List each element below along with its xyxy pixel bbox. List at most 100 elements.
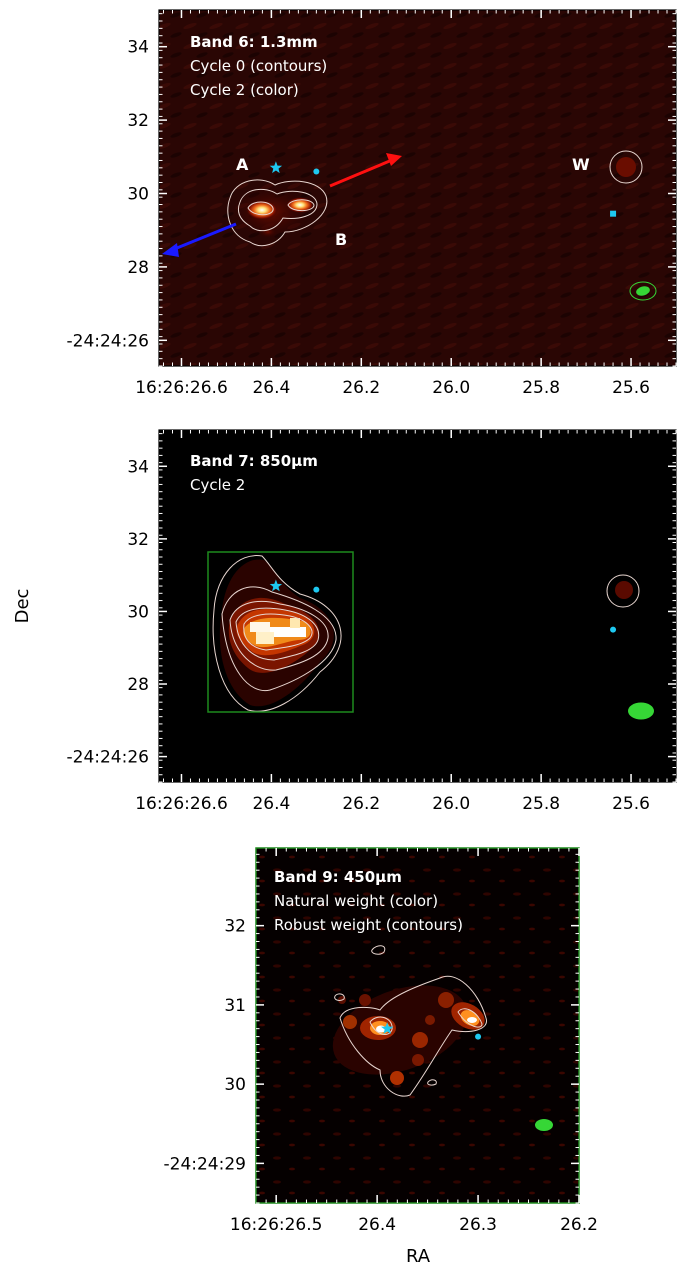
label-a: A <box>236 155 249 174</box>
source-a-star <box>269 161 283 174</box>
panel2-contour-w <box>606 574 640 608</box>
panel1-beam-outline <box>629 281 657 301</box>
panel2-beam <box>628 702 654 720</box>
panel2-tick-labels: -24:24:26 28 30 32 34 16:26:26.6 26.4 26.2 26.0 2… <box>67 457 650 814</box>
panel-band9: Band 9: 450μm Natural weight (color) Rob… <box>164 847 598 1235</box>
y-tick-label: 28 <box>127 675 149 695</box>
x-tick-label: 25.8 <box>522 378 560 398</box>
x-tick-label: 25.8 <box>522 794 560 814</box>
panel3-markers <box>381 1022 482 1040</box>
emission-a <box>246 200 278 220</box>
x-tick-label: 26.2 <box>342 794 380 814</box>
panel-band7: Band 7: 850μm Cycle 2 -24:24:26 28 30 32 34 1… <box>67 429 677 814</box>
label-b: B <box>335 230 347 249</box>
arrow-red <box>329 158 393 188</box>
arrow-blue <box>171 222 237 252</box>
panel1-title-line2: Cycle 0 (contours) <box>190 57 327 75</box>
panel-band6: A B W Band 6: 1.3mm Cycle 0 (contours) C… <box>67 9 677 398</box>
panel2-title: Band 7: 850μm Cycle 2 <box>190 452 318 494</box>
panel2-title-line2: Cycle 2 <box>190 476 245 494</box>
source-b-marker <box>313 168 320 175</box>
panel1-frame <box>158 9 677 367</box>
panel1-markers <box>269 161 617 217</box>
x-tick-label: 26.0 <box>432 378 470 398</box>
arrow-blue-head <box>162 243 179 257</box>
panel2-emission <box>219 559 633 707</box>
panel2-frame <box>158 429 677 783</box>
y-tick-label: 31 <box>224 996 246 1016</box>
panel1-title-line1: Band 6: 1.3mm <box>190 33 318 51</box>
panel2-zoom-box <box>207 551 354 713</box>
source-a-star <box>381 1022 394 1034</box>
label-w: W <box>572 155 590 174</box>
panel2-contour-5 <box>243 613 313 651</box>
source-w-marker <box>610 626 617 633</box>
x-tick-label: 16:26:26.6 <box>135 378 228 398</box>
panel1-contour-w <box>609 150 643 184</box>
panel3-contour-small <box>427 1079 437 1086</box>
panel2-markers <box>269 579 617 633</box>
x-tick-label: 26.0 <box>432 794 470 814</box>
x-axis-label: RA <box>406 1246 431 1267</box>
x-tick-label: 25.6 <box>612 378 650 398</box>
panel2-contour-4 <box>235 607 320 661</box>
y-tick-label: 32 <box>127 530 149 550</box>
x-tick-label: 26.4 <box>252 794 290 814</box>
x-tick-label: 26.4 <box>358 1215 396 1235</box>
panel3-contours <box>334 945 487 1097</box>
panel2-contour-1 <box>212 555 342 712</box>
panel2-contours <box>212 555 640 712</box>
y-tick-label: 30 <box>127 602 149 622</box>
source-b-marker <box>475 1033 482 1040</box>
panel3-beam <box>535 1119 553 1131</box>
panel1-contour-outer <box>227 179 328 247</box>
panel1-contour-inner-b <box>287 199 315 212</box>
y-tick-label: 32 <box>224 917 246 937</box>
panel3-tick-labels: -24:24:29 30 31 32 16:26:26.5 26.4 26.3 26.2 <box>164 917 598 1235</box>
y-tick-label: 30 <box>127 185 149 205</box>
x-tick-label: 26.2 <box>342 378 380 398</box>
source-w-marker <box>610 210 617 217</box>
panel3-contour-a <box>369 1016 393 1035</box>
panel2-contour-3 <box>229 600 329 671</box>
arrow-red-head <box>386 153 402 166</box>
panel1-ticks <box>159 10 677 367</box>
emission-tail <box>258 226 278 238</box>
x-tick-label: 25.6 <box>612 794 650 814</box>
panel3-emission <box>332 985 485 1085</box>
panel1-contour-mid <box>237 188 318 232</box>
panel1-image <box>159 10 676 366</box>
panel1-emission <box>228 157 636 240</box>
panel2-ticks <box>159 430 677 783</box>
panel1-title-line3: Cycle 2 (color) <box>190 81 299 99</box>
panel3-contour-left <box>334 993 345 1001</box>
panel3-contour-top <box>371 945 386 955</box>
panel3-title-line3: Robust weight (contours) <box>274 916 463 934</box>
panel2-contour-2 <box>221 586 337 692</box>
x-tick-label: 16:26:26.6 <box>135 794 228 814</box>
x-tick-label: 26.2 <box>560 1215 598 1235</box>
y-tick-label: 30 <box>224 1075 246 1095</box>
y-axis-label: Dec <box>12 589 33 624</box>
source-b-marker <box>313 586 320 593</box>
panel1-arrows <box>162 153 402 257</box>
y-tick-label: 32 <box>127 111 149 131</box>
panel3-title: Band 9: 450μm Natural weight (color) Rob… <box>274 868 463 934</box>
y-tick-label: 34 <box>127 38 149 58</box>
panel3-ticks <box>256 848 580 1204</box>
source-a-star <box>269 579 283 592</box>
panel1-title: Band 6: 1.3mm Cycle 0 (contours) Cycle 2… <box>190 33 327 99</box>
emission-w <box>616 157 636 177</box>
y-tick-label: -24:24:26 <box>67 748 150 768</box>
y-tick-label: -24:24:29 <box>164 1154 247 1174</box>
panel1-source-labels: A B W <box>236 155 590 249</box>
y-tick-label: -24:24:26 <box>67 331 150 351</box>
panel1-tick-labels: -24:24:26 28 30 32 34 16:26:26.6 26.4 26.2 26.0 2… <box>67 38 650 398</box>
panel3-title-line1: Band 9: 450μm <box>274 868 402 886</box>
panel1-beam <box>636 286 650 296</box>
y-tick-label: 34 <box>127 457 149 477</box>
panel3-contour-b <box>457 1008 483 1028</box>
x-tick-label: 26.4 <box>252 378 290 398</box>
panel3-title-line2: Natural weight (color) <box>274 892 438 910</box>
